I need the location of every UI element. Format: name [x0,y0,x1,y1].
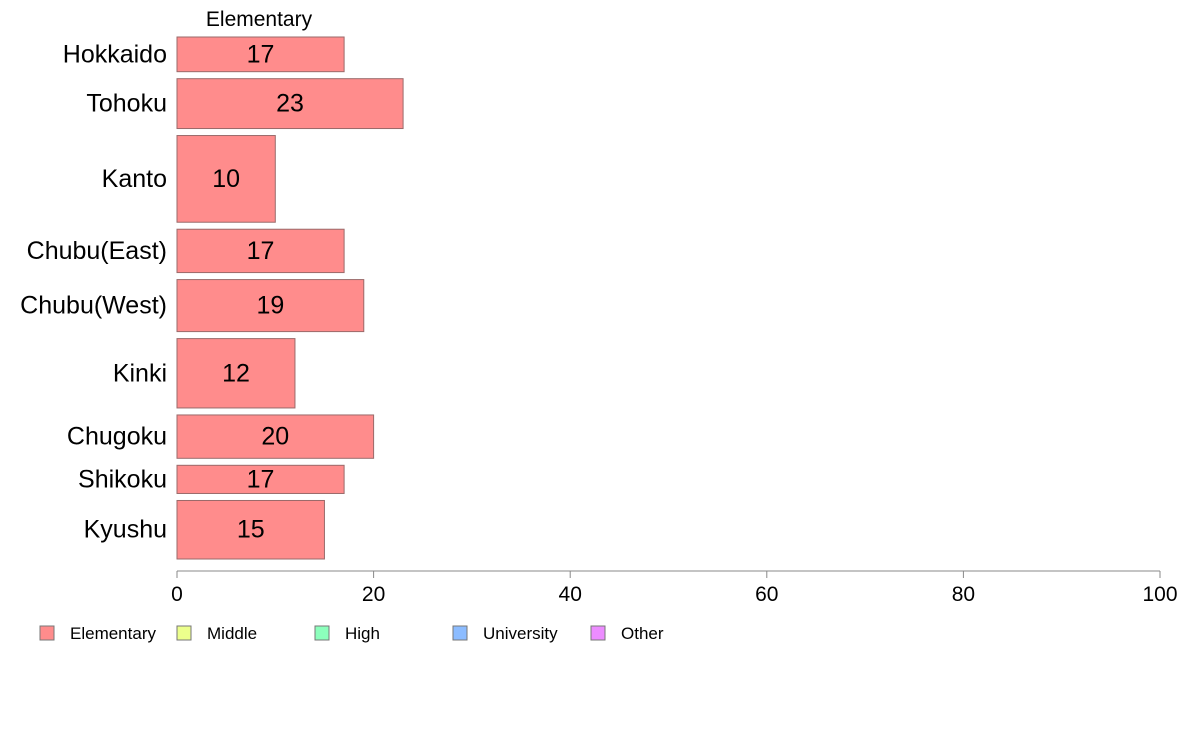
legend-swatch [452,625,468,641]
category-label: Chugoku [67,423,167,451]
bar-tohoku [176,78,404,130]
x-tick-label: 40 [559,583,582,606]
data-label: 12 [222,359,250,387]
bars-group: Hokkaido 17 Tohoku 23 Kanto 10 Chubu(East) 17 Ch… [20,36,404,560]
legend-label: University [483,624,558,643]
category-label: Tohoku [86,90,167,118]
x-tick-label: 80 [952,583,975,606]
category-label: Kinki [113,359,167,387]
data-label: 10 [212,165,240,193]
legend-swatch [314,625,330,641]
legend-label: Middle [207,624,257,643]
bar-hokkaido [176,36,345,73]
bar-shikoku [176,464,345,494]
x-tick-label: 0 [171,583,183,606]
data-label: 20 [261,423,289,451]
data-label: 23 [276,90,304,118]
x-axis: 0 20 40 60 80 100 [171,570,1178,606]
category-label: Kyushu [84,516,167,544]
column-title: Elementary [206,8,313,31]
data-label: 15 [237,516,265,544]
bar-kyushu [176,499,325,560]
bar-kinki [176,338,296,409]
data-label: 19 [256,292,284,320]
bar-kanto [176,135,276,223]
legend-swatch [39,625,55,641]
legend-swatch [590,625,606,641]
bar-chubu-west- [176,279,365,333]
category-label: Hokkaido [63,40,167,68]
data-label: 17 [247,237,275,265]
legend-label: High [345,624,380,643]
data-label: 17 [247,465,275,493]
category-label: Chubu(West) [20,292,167,320]
data-label: 17 [247,40,275,68]
bar-chugoku [176,414,375,459]
category-label: Chubu(East) [27,237,167,265]
x-tick-label: 20 [362,583,385,606]
x-tick-label: 60 [755,583,778,606]
bar-chubu-east- [176,228,345,274]
legend-label: Elementary [70,624,156,643]
legend-swatch [176,625,192,641]
legend: Elementary Middle High University Other [39,624,664,643]
x-tick-label: 100 [1142,583,1177,606]
legend-label: Other [621,624,664,643]
category-label: Kanto [102,165,167,193]
category-label: Shikoku [78,465,167,493]
